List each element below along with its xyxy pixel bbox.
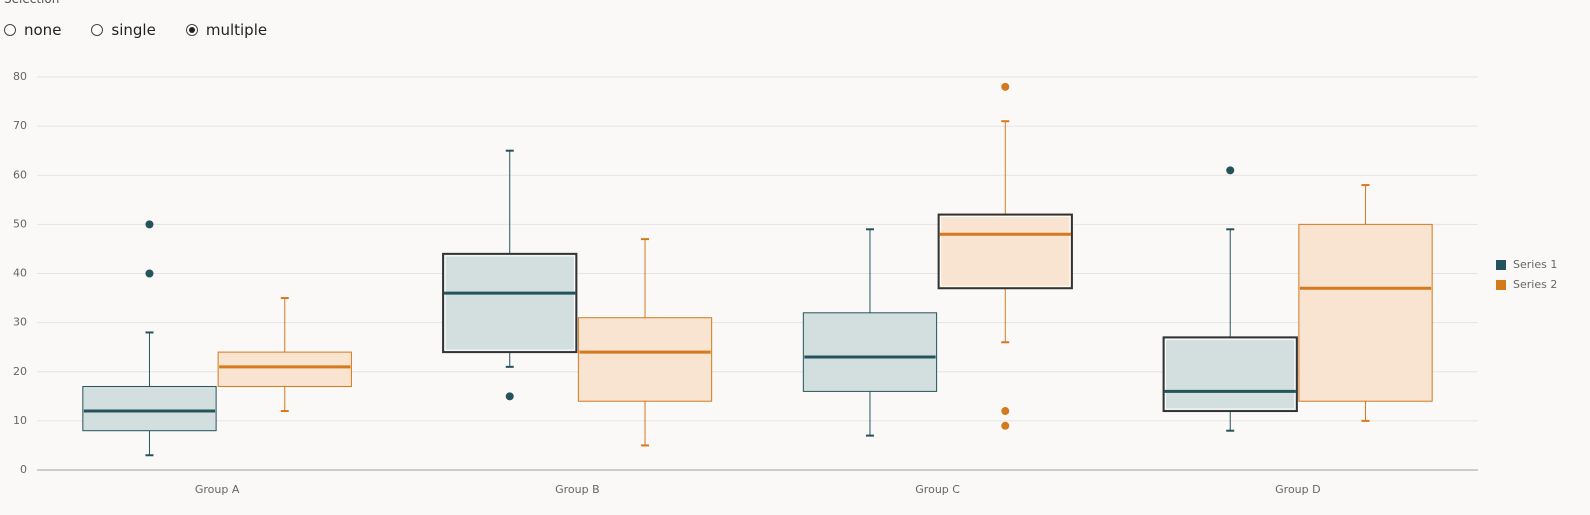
radio-group: none single multiple bbox=[4, 21, 267, 39]
outlier bbox=[505, 392, 514, 401]
box bbox=[577, 317, 713, 402]
outlier bbox=[1226, 166, 1235, 175]
box bbox=[217, 351, 352, 387]
y-tick-label: 70 bbox=[13, 119, 27, 132]
outlier bbox=[145, 220, 154, 229]
box bbox=[937, 213, 1073, 290]
box bbox=[1298, 223, 1433, 402]
y-tick-label: 0 bbox=[20, 463, 27, 476]
y-tick-label: 20 bbox=[13, 365, 27, 378]
y-tick-label: 30 bbox=[13, 316, 27, 329]
y-tick-label: 50 bbox=[13, 217, 27, 230]
selection-inner bbox=[940, 216, 1071, 287]
y-tick-label: 10 bbox=[13, 414, 27, 427]
radio-option[interactable]: none bbox=[4, 21, 61, 39]
x-tick-label: Group B bbox=[555, 483, 600, 496]
radio-label[interactable]: none bbox=[24, 21, 62, 39]
box bbox=[82, 385, 217, 432]
box bbox=[442, 252, 578, 354]
y-tick-label: 60 bbox=[13, 168, 27, 181]
box bbox=[802, 312, 938, 392]
outlier bbox=[1001, 421, 1010, 430]
radio-label[interactable]: multiple bbox=[205, 21, 268, 39]
selection-inner bbox=[1165, 338, 1296, 410]
legend-label: Series 1 bbox=[1513, 258, 1557, 271]
y-tick-label: 40 bbox=[13, 267, 27, 280]
legend-label: Series 2 bbox=[1513, 278, 1557, 291]
selection-inner bbox=[444, 255, 575, 351]
selection-label: Selection bbox=[4, 0, 59, 6]
radio-circle[interactable] bbox=[185, 24, 198, 36]
outlier bbox=[1001, 82, 1010, 91]
legend-swatch bbox=[1496, 260, 1506, 270]
radio-option[interactable]: multiple bbox=[185, 21, 268, 39]
outlier bbox=[1001, 407, 1010, 416]
radio-label[interactable]: single bbox=[111, 21, 156, 39]
box bbox=[1162, 336, 1298, 413]
radio-circle[interactable] bbox=[91, 24, 104, 36]
legend-swatch bbox=[1496, 280, 1506, 290]
x-tick-label: Group A bbox=[195, 483, 240, 496]
y-tick-label: 80 bbox=[13, 70, 27, 83]
x-tick-label: Group C bbox=[915, 483, 960, 496]
x-tick-label: Group D bbox=[1275, 483, 1320, 496]
radio-circle[interactable] bbox=[4, 24, 16, 36]
outlier bbox=[145, 269, 154, 278]
radio-option[interactable]: single bbox=[91, 21, 156, 39]
